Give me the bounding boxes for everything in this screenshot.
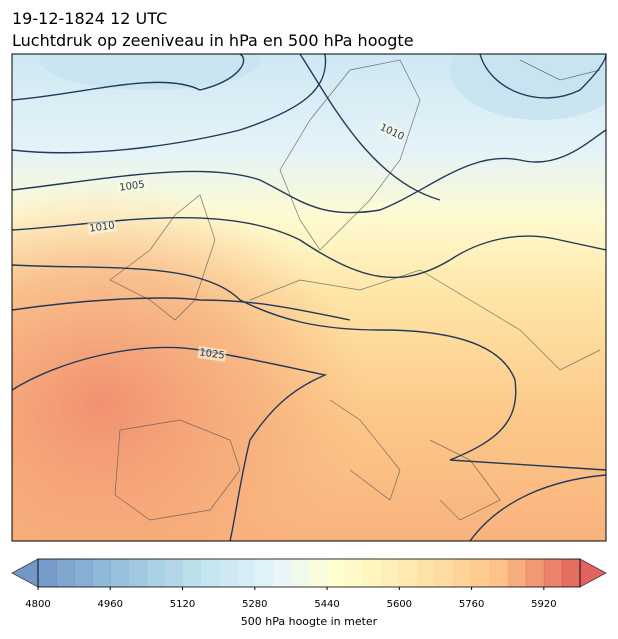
colorbar-swatch xyxy=(309,559,328,587)
title: 19-12-1824 12 UTC xyxy=(12,9,167,28)
colorbar-extend-low xyxy=(11,558,39,588)
colorbar-frame xyxy=(37,558,581,588)
isobar-label-bg xyxy=(117,178,147,194)
subtitle: Luchtdruk op zeeniveau in hPa en 500 hPa… xyxy=(12,31,414,50)
colorbar-swatch xyxy=(128,559,147,587)
colorbar-swatch xyxy=(363,559,382,587)
colorbar-tick-label: 4960 xyxy=(98,599,123,610)
colorbar-tick-label: 5280 xyxy=(242,599,267,610)
colorbar-swatch xyxy=(56,559,75,587)
isobar-label-bg xyxy=(376,120,408,144)
colorbar-swatch xyxy=(327,559,346,587)
colorbar-swatch xyxy=(38,559,57,587)
colorbar-tick-label: 4800 xyxy=(25,599,50,610)
colorbar-swatch xyxy=(561,559,581,587)
isobar-label: 1025 xyxy=(199,347,226,361)
colorbar-swatch xyxy=(272,559,292,587)
map xyxy=(12,54,606,541)
isobar-label: 1010 xyxy=(89,220,116,234)
colorbar-swatch xyxy=(290,559,310,587)
colorbar: 4800 4960 5120 5280 5440 5600 5760 5920 xyxy=(11,558,607,610)
isobar-label: 1005 xyxy=(119,179,146,193)
colorbar-swatch xyxy=(200,559,220,587)
colorbar-swatch xyxy=(399,559,418,587)
map-frame xyxy=(11,53,607,542)
colorbar-swatch xyxy=(381,559,400,587)
colorbar-swatch xyxy=(218,559,238,587)
colorbar-swatch xyxy=(164,559,184,587)
colorbar-swatch xyxy=(345,559,364,587)
colorbar-tick-label: 5760 xyxy=(459,599,484,610)
isobar-label-bg xyxy=(87,219,117,235)
colorbar-swatch xyxy=(525,559,545,587)
colorbar-swatch xyxy=(146,559,165,587)
colorbar-swatch xyxy=(435,559,455,587)
colorbar-swatch xyxy=(110,559,129,587)
colorbar-swatch xyxy=(471,559,491,587)
colorbar-swatch xyxy=(236,559,256,587)
colorbar-swatch xyxy=(543,559,563,587)
colorbar-label: 500 hPa hoogte in meter xyxy=(241,615,378,628)
colorbar-swatch xyxy=(507,559,527,587)
isobar-label-bg xyxy=(197,346,227,362)
colorbar-swatch xyxy=(417,559,436,587)
colorbar-tick-label: 5600 xyxy=(387,599,412,610)
colorbar-tick-label: 5120 xyxy=(170,599,195,610)
colorbar-swatch xyxy=(182,559,202,587)
colorbar-swatch xyxy=(453,559,473,587)
colorbar-tick-label: 5440 xyxy=(314,599,339,610)
colorbar-tick-label: 5920 xyxy=(531,599,556,610)
colorbar-swatch xyxy=(74,559,93,587)
colorbar-extend-high xyxy=(579,558,607,588)
colorbar-swatch xyxy=(254,559,274,587)
colorbar-swatch xyxy=(489,559,509,587)
colorbar-swatch xyxy=(92,559,111,587)
